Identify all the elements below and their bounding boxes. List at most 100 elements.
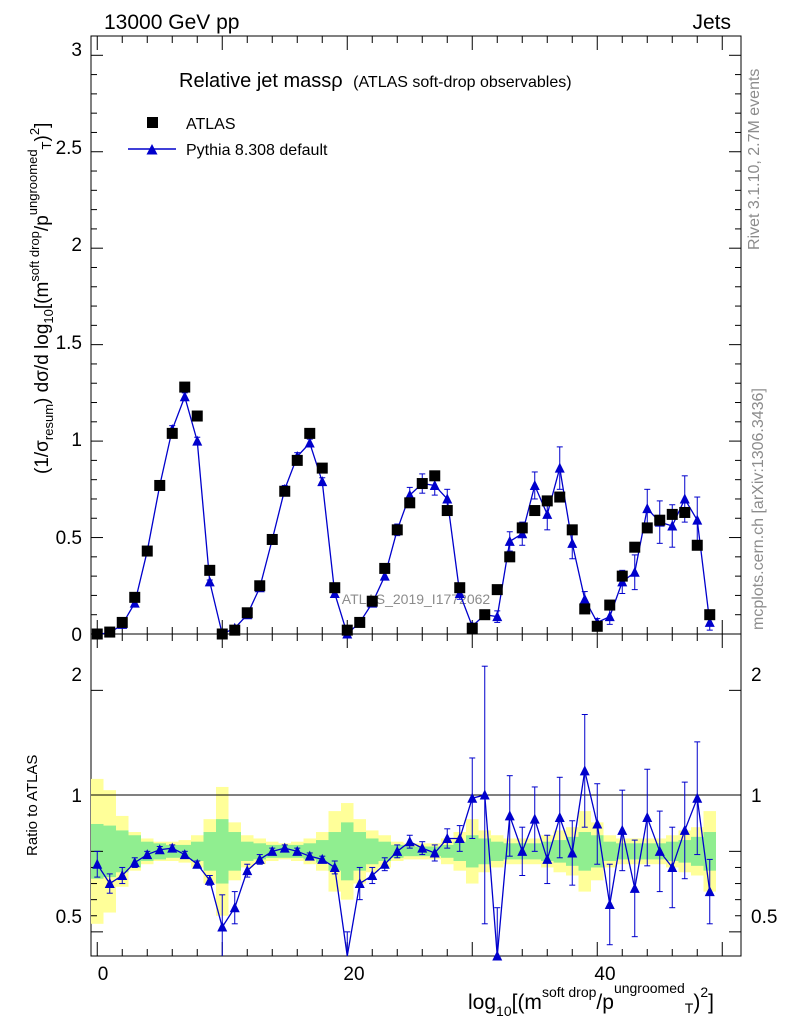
ratio-point: [354, 878, 365, 889]
data-point: [516, 522, 528, 534]
data-point: [616, 570, 628, 582]
mc-point: [629, 566, 640, 577]
legend-mc-marker: [146, 144, 158, 155]
ratio-point: [179, 849, 190, 860]
ratio-point: [304, 850, 315, 861]
ratio-y-axis-label: Ratio to ATLAS: [24, 755, 41, 856]
ratio-point: [217, 921, 228, 932]
xtick-label: 0: [98, 964, 109, 985]
ratio-point: [604, 898, 615, 909]
ratio-point: [392, 845, 403, 856]
mc-point: [429, 479, 440, 490]
ratio-point: [204, 874, 215, 885]
ratio-ytick-label: 1: [71, 786, 82, 807]
mc-point: [317, 476, 328, 487]
ratio-point: [504, 810, 515, 821]
xtick-label: 40: [594, 964, 615, 985]
data-point: [216, 628, 228, 640]
ratio-ytick-label-right: 1: [751, 786, 762, 807]
data-point: [191, 410, 203, 422]
data-point: [229, 624, 241, 636]
band-inner: [328, 832, 341, 871]
mc-point: [579, 593, 590, 604]
ratio-point: [142, 849, 153, 860]
legend-data-marker: [147, 117, 158, 128]
axis-ticks: [91, 36, 741, 956]
data-point: [116, 616, 128, 628]
band-inner: [353, 832, 366, 871]
data-point: [429, 470, 441, 482]
ratio-point: [479, 789, 490, 800]
ratio-point: [442, 832, 453, 843]
data-point: [329, 582, 341, 594]
data-point: [366, 595, 378, 607]
data-point: [179, 381, 191, 393]
data-point: [266, 533, 278, 545]
ratio-series: [92, 665, 715, 961]
data-point: [254, 580, 266, 592]
data-point: [566, 524, 578, 536]
ratio-point: [329, 861, 340, 872]
mc-point: [404, 489, 415, 500]
data-point: [654, 514, 666, 526]
mc-point: [567, 537, 578, 548]
data-point: [454, 582, 466, 594]
ratio-point: [554, 812, 565, 823]
ratio-ytick-label-right: 0.5: [751, 907, 777, 928]
ratio-point: [292, 845, 303, 856]
data-point: [666, 508, 678, 520]
ratio-ytick-label: 2: [71, 665, 82, 686]
mc-point: [554, 462, 565, 473]
ratio-point: [467, 792, 478, 803]
data-point: [554, 491, 566, 503]
ratio-point: [454, 832, 465, 843]
data-point: [291, 454, 303, 466]
header-process: Jets: [692, 11, 731, 34]
ratio-ytick-label-right: 2: [751, 665, 762, 686]
ratio-point: [617, 824, 628, 835]
title-main: Relative jet massρ: [179, 70, 343, 92]
ratio-point: [317, 853, 328, 864]
data-point: [354, 616, 366, 628]
ratio-point: [642, 812, 653, 823]
watermark: ATLAS_2019_I1772062: [342, 591, 491, 607]
band-inner: [216, 819, 229, 884]
band-inner: [228, 832, 241, 871]
data-point: [104, 626, 116, 638]
data-point: [541, 495, 553, 507]
ratio-point: [92, 858, 103, 869]
main-ytick-label: 0.5: [56, 528, 82, 549]
data-point: [279, 485, 291, 497]
data-point: [704, 609, 716, 621]
ratio-point: [704, 886, 715, 897]
mcplots-reference-text: mcplots.cern.ch [arXiv:1306.3436]: [750, 388, 767, 630]
main-ytick-label: 3: [71, 40, 82, 61]
mc-point: [679, 493, 690, 504]
mc-point: [179, 391, 190, 402]
band-inner: [191, 841, 204, 862]
data-point: [304, 427, 316, 439]
xtick-label: 20: [343, 964, 364, 985]
data-point: [579, 603, 591, 615]
mc-point: [442, 493, 453, 504]
data-point: [416, 478, 428, 490]
ratio-point: [404, 836, 415, 847]
data-point: [316, 462, 328, 474]
mc-point: [542, 508, 553, 519]
mc-point: [604, 611, 615, 622]
header-energy: 13000 GeV pp: [104, 11, 239, 34]
data-point: [404, 497, 416, 509]
ratio-point: [542, 853, 553, 864]
ratio-point: [592, 818, 603, 829]
ratio-point: [279, 842, 290, 853]
band-inner: [241, 841, 254, 862]
ratio-ytick-label: 0.5: [56, 907, 82, 928]
ratio-point: [104, 878, 115, 889]
ratio-point: [154, 844, 165, 855]
data-point: [691, 539, 703, 551]
data-point: [441, 505, 453, 517]
band-inner: [491, 841, 504, 862]
plot-title: Relative jet massρ (ATLAS soft-drop obse…: [179, 70, 572, 92]
mc-point: [192, 435, 203, 446]
ratio-point: [242, 865, 253, 876]
